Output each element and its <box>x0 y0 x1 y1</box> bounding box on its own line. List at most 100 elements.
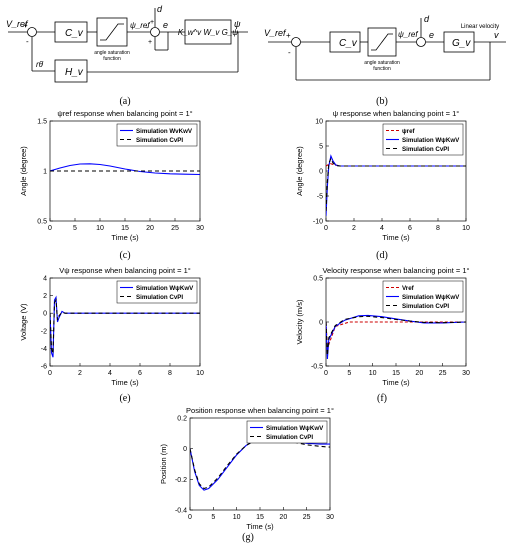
y-tick-label: 0.5 <box>313 276 323 283</box>
saturation-label-2: function <box>373 66 391 72</box>
sum-minus: - <box>288 48 291 57</box>
legend-box <box>116 280 198 304</box>
plant-block-label: K_w^v W_v G_ψ <box>178 28 238 37</box>
x-tick-label: 0 <box>324 370 328 377</box>
x-tick-label: 10 <box>196 370 204 377</box>
disturbance-label: d <box>157 4 163 14</box>
chart-title: Vψ response when balancing point = 1° <box>59 266 191 275</box>
caption-b: (b) <box>376 96 388 107</box>
x-tick-label: 0 <box>48 225 52 232</box>
saturation-label-1: angle saturation <box>364 60 400 66</box>
caption-c: (c) <box>119 250 131 261</box>
y-tick-label: -4 <box>41 346 47 353</box>
x-tick-label: 4 <box>380 225 384 232</box>
legend-entry: Simulation WψKwV <box>266 425 324 432</box>
x-tick-label: 25 <box>303 514 311 521</box>
controller-block-label: C_v <box>65 28 84 39</box>
x-tick-label: 20 <box>146 225 154 232</box>
y-tick-label: -0.4 <box>175 508 187 515</box>
sum2-plus-bottom: + <box>148 39 152 46</box>
y-tick-label: -0.2 <box>175 477 187 484</box>
x-tick-label: 0 <box>324 225 328 232</box>
legend-entry: ψref <box>402 128 416 135</box>
x-tick-label: 8 <box>436 225 440 232</box>
y-tick-label: 1 <box>43 169 47 176</box>
x-tick-label: 25 <box>171 225 179 232</box>
y-axis-label: Velocity (m/s) <box>295 299 304 345</box>
psi-ref-label: ψ_ref <box>398 30 418 39</box>
y-tick-label: 5 <box>319 144 323 151</box>
error-label: e <box>429 30 434 40</box>
series-line <box>50 163 200 176</box>
series-line <box>326 154 466 217</box>
sum2-minus: - <box>146 25 149 32</box>
feedback-block-label: H_v <box>65 67 84 78</box>
x-tick-label: 30 <box>462 370 470 377</box>
x-tick-label: 2 <box>352 225 356 232</box>
x-tick-label: 20 <box>279 514 287 521</box>
sum-plus: + <box>23 21 28 30</box>
chart-title: Position response when balancing point =… <box>186 406 334 415</box>
x-tick-label: 10 <box>233 514 241 521</box>
x-tick-label: 20 <box>415 370 423 377</box>
x-axis-label: Time (s) <box>111 378 139 387</box>
x-tick-label: 4 <box>108 370 112 377</box>
x-tick-label: 8 <box>168 370 172 377</box>
x-tick-label: 6 <box>138 370 142 377</box>
input-label: V_ref <box>6 19 29 29</box>
legend-entry: Simulation WψKwV <box>402 294 460 301</box>
chart-c: ψref response when balancing point = 1° 0… <box>19 109 204 242</box>
legend-box <box>116 123 198 147</box>
psi-ref-label: ψ_ref <box>130 21 150 30</box>
saturation-label-2: function <box>103 56 121 62</box>
y-tick-label: -5 <box>317 194 323 201</box>
y-tick-label: 0.5 <box>37 219 47 226</box>
series-line <box>50 298 200 354</box>
x-tick-label: 2 <box>78 370 82 377</box>
series-line <box>326 315 466 356</box>
input-label: V_ref <box>264 28 287 38</box>
y-tick-label: -2 <box>41 328 47 335</box>
legend-entry: Simulation CvPI <box>136 137 183 144</box>
x-tick-label: 15 <box>121 225 129 232</box>
chart-d: ψ response when balancing point = 1° 0 2 4 6… <box>295 109 470 242</box>
y-tick-label: 1.5 <box>37 119 47 126</box>
caption-d: (d) <box>376 250 388 261</box>
x-axis-label: Time (s) <box>382 233 410 242</box>
legend-entry: Simulation CvPI <box>266 434 313 441</box>
y-tick-label: 0 <box>43 311 47 318</box>
caption-g: (g) <box>242 532 254 543</box>
legend-entry: Simulation WψKwV <box>402 137 460 144</box>
legend-entry: Vref <box>402 285 415 292</box>
y-tick-label: 0 <box>319 169 323 176</box>
feedback-signal-label: rθ̇ <box>36 60 44 69</box>
y-tick-label: 0 <box>183 446 187 453</box>
y-axis-label: Voltage (V) <box>19 303 28 341</box>
x-tick-label: 5 <box>347 370 351 377</box>
x-tick-label: 0 <box>48 370 52 377</box>
y-axis-label: Angle (degree) <box>295 146 304 196</box>
x-tick-label: 10 <box>462 225 470 232</box>
legend-box <box>246 420 328 444</box>
x-axis-label: Time (s) <box>382 378 410 387</box>
saturation-label-1: angle saturation <box>94 50 130 56</box>
block-diagram-b: V_ref + - C_v angle saturation function … <box>264 14 506 81</box>
x-tick-label: 10 <box>96 225 104 232</box>
x-tick-label: 10 <box>369 370 377 377</box>
legend-entry: Simulation WψKwV <box>136 285 194 292</box>
y-tick-label: 0.2 <box>177 416 187 423</box>
y-tick-label: -0.5 <box>311 364 323 371</box>
series-line <box>326 321 466 349</box>
caption-f: (f) <box>377 393 387 404</box>
x-axis-label: Time (s) <box>246 522 274 531</box>
disturbance-label: d <box>424 14 430 24</box>
chart-title: ψref response when balancing point = 1° <box>57 109 192 118</box>
x-axis-label: Time (s) <box>111 233 139 242</box>
chart-title: Velocity response when balancing point =… <box>322 266 469 275</box>
y-tick-label: 0 <box>319 320 323 327</box>
output-label: v <box>494 30 499 40</box>
sum2-plus-top: + <box>150 19 154 26</box>
x-tick-label: 15 <box>392 370 400 377</box>
controller-block-label: C_v <box>339 38 358 49</box>
y-tick-label: 2 <box>43 293 47 300</box>
